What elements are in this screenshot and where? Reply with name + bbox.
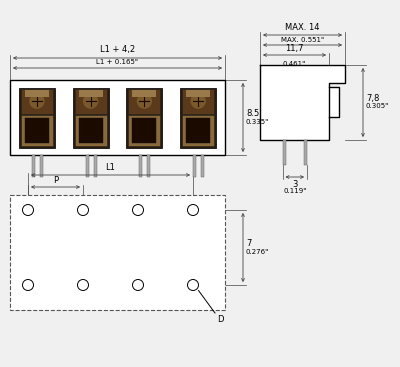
Text: L1 + 0.165": L1 + 0.165" <box>96 59 138 65</box>
Circle shape <box>188 204 198 215</box>
Bar <box>182 88 214 114</box>
Bar <box>21 115 53 145</box>
Bar <box>186 90 210 97</box>
Text: 7: 7 <box>246 239 251 248</box>
Bar <box>40 155 43 177</box>
Bar <box>128 88 160 114</box>
Bar <box>182 115 214 145</box>
Circle shape <box>84 94 98 108</box>
Text: L1 + 4,2: L1 + 4,2 <box>100 45 135 54</box>
Text: 7,8: 7,8 <box>366 94 379 103</box>
Text: 11,7: 11,7 <box>285 44 304 53</box>
Bar <box>132 118 156 142</box>
Text: 8.5: 8.5 <box>246 109 259 118</box>
Polygon shape <box>329 87 339 117</box>
Circle shape <box>22 204 34 215</box>
Bar <box>32 155 35 177</box>
Bar <box>132 90 156 97</box>
Circle shape <box>78 204 88 215</box>
Bar <box>193 155 196 177</box>
Text: 0.335": 0.335" <box>246 119 269 124</box>
Circle shape <box>137 94 151 108</box>
Text: 0.276": 0.276" <box>246 248 269 254</box>
Text: 0.119": 0.119" <box>283 188 306 194</box>
Bar <box>86 155 89 177</box>
Bar <box>126 87 162 148</box>
Text: MAX. 0.551": MAX. 0.551" <box>281 37 324 43</box>
Text: D: D <box>217 315 224 324</box>
Text: MAX. 14: MAX. 14 <box>285 23 320 32</box>
Bar <box>75 115 107 145</box>
Text: 3: 3 <box>292 180 298 189</box>
Polygon shape <box>260 65 345 140</box>
Bar <box>21 88 53 114</box>
Circle shape <box>132 204 144 215</box>
Text: P: P <box>53 176 58 185</box>
Text: 0.461": 0.461" <box>283 61 306 67</box>
Bar <box>19 87 55 148</box>
Bar <box>79 118 103 142</box>
Text: L1: L1 <box>106 163 116 172</box>
Circle shape <box>22 280 34 291</box>
Bar <box>79 90 103 97</box>
Bar <box>10 195 225 310</box>
Bar <box>128 115 160 145</box>
Circle shape <box>188 280 198 291</box>
Circle shape <box>78 280 88 291</box>
Circle shape <box>30 94 44 108</box>
Bar <box>186 118 210 142</box>
Bar <box>147 155 150 177</box>
Bar <box>73 87 109 148</box>
Bar <box>180 87 216 148</box>
Bar <box>304 140 307 165</box>
Bar <box>94 155 97 177</box>
Bar <box>139 155 142 177</box>
Bar <box>25 118 49 142</box>
Bar <box>10 80 225 155</box>
Bar <box>75 88 107 114</box>
Bar <box>201 155 204 177</box>
Bar <box>282 140 286 165</box>
Circle shape <box>191 94 205 108</box>
Bar <box>25 90 49 97</box>
Text: 0.305": 0.305" <box>366 103 389 109</box>
Circle shape <box>132 280 144 291</box>
